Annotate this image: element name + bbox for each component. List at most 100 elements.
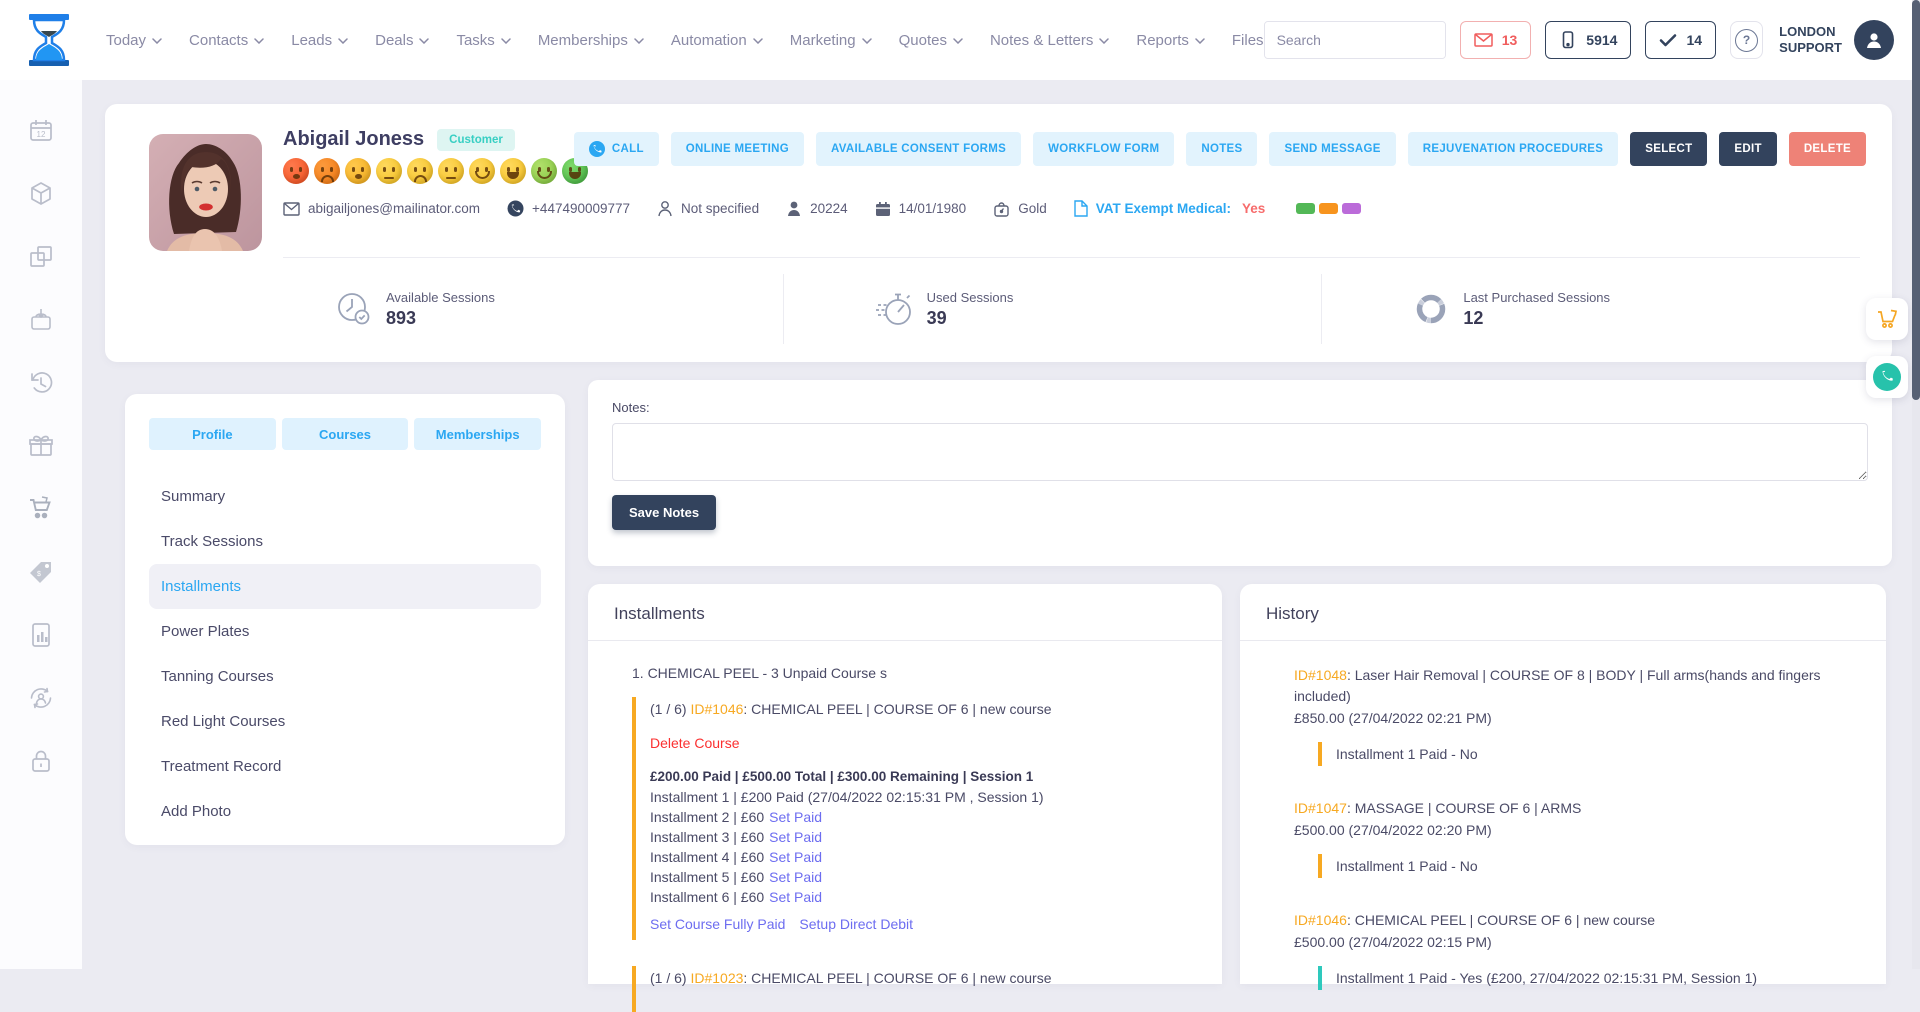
menu-installments[interactable]: Installments (149, 564, 541, 609)
customer-vat-exempt[interactable]: VAT Exempt Medical: Yes (1074, 200, 1265, 217)
history-icon[interactable] (26, 368, 56, 398)
mood-emoji-7[interactable] (469, 158, 495, 184)
lock-icon[interactable] (26, 746, 56, 776)
edit-button[interactable]: EDIT (1719, 132, 1777, 166)
price-tag-icon[interactable]: $ (26, 557, 56, 587)
tasks-badge[interactable]: 14 (1645, 21, 1717, 59)
document-icon (1074, 200, 1088, 217)
history-item-status: Installment 1 Paid - No (1318, 854, 1856, 878)
package-icon[interactable] (26, 179, 56, 209)
set-paid-link[interactable]: Set Paid (769, 889, 823, 905)
nav-today[interactable]: Today (106, 32, 162, 49)
gift-icon[interactable] (26, 431, 56, 461)
save-notes-button[interactable]: Save Notes (612, 495, 717, 530)
mood-emoji-9[interactable] (531, 158, 557, 184)
tab-memberships[interactable]: Memberships (414, 418, 542, 450)
mood-emoji-6[interactable] (438, 158, 464, 184)
delete-button[interactable]: DELETE (1788, 132, 1866, 166)
mood-emoji-5[interactable] (407, 158, 433, 184)
report-icon[interactable] (26, 620, 56, 650)
delete-course-link[interactable]: Delete Course (650, 735, 740, 751)
calls-badge[interactable]: 5914 (1545, 21, 1632, 59)
phone-icon (1873, 363, 1901, 391)
account-renewal-icon[interactable] (26, 683, 56, 713)
menu-track-sessions[interactable]: Track Sessions (161, 533, 263, 550)
nav-reports[interactable]: Reports (1136, 32, 1205, 49)
set-paid-link[interactable]: Set Paid (769, 849, 823, 865)
chevron-down-icon (501, 38, 511, 44)
set-paid-link[interactable]: Set Paid (769, 869, 823, 885)
nav-tasks[interactable]: Tasks (456, 32, 511, 49)
customer-birth-date: 14/01/1980 (875, 201, 966, 217)
nav-notes-letters[interactable]: Notes & Letters (990, 32, 1110, 49)
stat-used-sessions: Used Sessions 39 (782, 274, 1322, 344)
mood-emoji-3[interactable] (345, 158, 371, 184)
notes-button[interactable]: NOTES (1186, 132, 1258, 166)
customer-name-row: Abigail Joness Customer (283, 128, 515, 151)
nav-leads[interactable]: Leads (291, 32, 348, 49)
mood-emoji-4[interactable] (376, 158, 402, 184)
nav-files[interactable]: Files (1231, 31, 1264, 49)
user-menu-avatar[interactable] (1854, 20, 1894, 60)
mood-scale (283, 158, 588, 184)
rejuvenation-procedures-button[interactable]: REJUVENATION PROCEDURES (1407, 132, 1619, 166)
calendar-icon[interactable]: 12 (26, 116, 56, 146)
bag-in-icon[interactable] (26, 305, 56, 335)
floating-call-button[interactable] (1866, 356, 1908, 398)
consent-forms-button[interactable]: AVAILABLE CONSENT FORMS (816, 132, 1022, 166)
main-nav: Today Contacts Leads Deals Tasks Members… (106, 32, 1264, 49)
set-course-fully-paid-link[interactable]: Set Course Fully Paid (650, 916, 786, 932)
history-item-amount: £500.00 (27/04/2022 02:15 PM) (1294, 934, 1492, 950)
installment-line: Installment 5 | £60 Set Paid (650, 869, 823, 885)
menu-tanning-courses[interactable]: Tanning Courses (161, 668, 274, 685)
mood-emoji-8[interactable] (500, 158, 526, 184)
set-paid-link[interactable]: Set Paid (769, 809, 823, 825)
menu-power-plates[interactable]: Power Plates (161, 623, 250, 640)
app-logo-hourglass-icon[interactable] (26, 13, 72, 67)
setup-direct-debit-link[interactable]: Setup Direct Debit (799, 916, 914, 932)
cart-icon[interactable] (26, 494, 56, 524)
mail-icon (1473, 33, 1493, 47)
installments-title: Installments (588, 584, 1222, 641)
notes-textarea[interactable] (612, 423, 1868, 481)
course-id: ID#1023 (690, 970, 744, 986)
donut-chart-icon (1417, 294, 1446, 324)
customer-email: abigailjones@mailinator.com (283, 201, 480, 216)
send-message-button[interactable]: SEND MESSAGE (1269, 132, 1396, 166)
nav-automation[interactable]: Automation (671, 32, 763, 49)
search-input[interactable] (1264, 22, 1445, 58)
menu-treatment-record[interactable]: Treatment Record (161, 758, 282, 775)
history-item-amount: £850.00 (27/04/2022 02:21 PM) (1294, 710, 1492, 726)
menu-summary[interactable]: Summary (161, 488, 226, 505)
menu-add-photo[interactable]: Add Photo (161, 803, 232, 820)
history-item-id: ID#1046 (1294, 912, 1347, 928)
installment-line: Installment 3 | £60 Set Paid (650, 829, 823, 845)
mood-emoji-1[interactable] (283, 158, 309, 184)
nav-quotes[interactable]: Quotes (899, 32, 963, 49)
online-meeting-button[interactable]: ONLINE MEETING (670, 132, 804, 166)
inbox-badge[interactable]: 13 (1459, 21, 1532, 59)
floating-cart-button[interactable] (1866, 298, 1908, 340)
person-filled-icon (788, 201, 801, 216)
stat-available-sessions: Available Sessions 893 (285, 274, 783, 344)
pages-icon[interactable] (26, 242, 56, 272)
select-button[interactable]: SELECT (1630, 132, 1708, 166)
menu-red-light-courses[interactable]: Red Light Courses (161, 713, 286, 730)
tab-courses[interactable]: Courses (281, 418, 409, 450)
tab-profile[interactable]: Profile (149, 418, 276, 450)
history-item: ID#1047: MASSAGE | COURSE OF 6 | ARMS £5… (1294, 798, 1856, 878)
set-paid-link[interactable]: Set Paid (769, 829, 823, 845)
svg-text:12: 12 (37, 130, 46, 139)
nav-contacts[interactable]: Contacts (189, 32, 264, 49)
help-button[interactable]: ? (1730, 21, 1764, 59)
scrollbar-thumb[interactable] (1912, 0, 1920, 400)
call-button[interactable]: CALL (573, 132, 659, 166)
mood-emoji-2[interactable] (314, 158, 340, 184)
scrollbar-track[interactable] (1912, 0, 1920, 969)
nav-deals[interactable]: Deals (375, 32, 430, 49)
workflow-form-button[interactable]: WORKFLOW FORM (1033, 132, 1175, 166)
nav-memberships[interactable]: Memberships (538, 32, 644, 49)
tag-orange (1319, 203, 1339, 214)
nav-marketing[interactable]: Marketing (790, 32, 872, 49)
clock-check-icon (338, 293, 370, 325)
